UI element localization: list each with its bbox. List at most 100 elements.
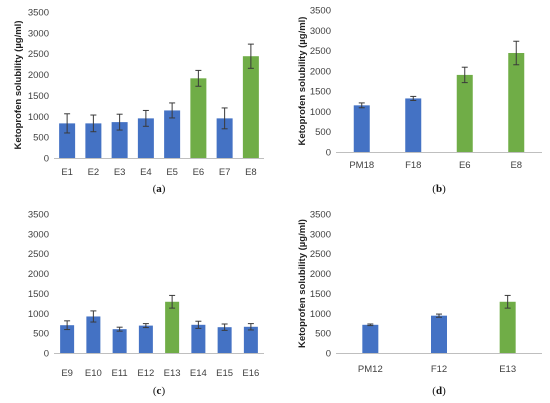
panel-label-open: ( — [432, 385, 436, 397]
x-tick-label: E8 — [245, 167, 257, 178]
x-tick-label: PM18 — [349, 160, 374, 171]
y-tick-label: 1500 — [28, 289, 49, 300]
x-tick-label: E13 — [499, 364, 516, 375]
panel-label-letter: a — [156, 183, 162, 195]
bar — [59, 123, 76, 158]
bar — [217, 327, 232, 353]
y-tick-label: 0 — [326, 349, 331, 360]
panel-label: (b) — [432, 183, 446, 195]
y-tick-label: 0 — [326, 148, 331, 159]
x-tick-label: E13 — [164, 368, 181, 379]
x-tick-label: E9 — [61, 368, 73, 379]
bar — [165, 301, 180, 353]
panel-label-open: ( — [153, 385, 157, 397]
y-tick-label: 2000 — [310, 66, 331, 77]
y-tick-label: 1500 — [28, 91, 49, 102]
y-tick-label: 1000 — [28, 112, 49, 123]
y-tick-label: 2000 — [28, 269, 49, 280]
bar — [111, 122, 128, 158]
bar — [508, 53, 525, 152]
x-tick-label: E3 — [114, 167, 126, 178]
x-tick-label: E7 — [219, 167, 231, 178]
x-tick-label: E14 — [190, 368, 207, 379]
bar — [242, 56, 259, 158]
panel-label: (c) — [153, 385, 166, 397]
bar — [456, 74, 473, 152]
bar — [164, 110, 181, 158]
y-tick-label: 3000 — [310, 26, 331, 37]
x-tick-label: E6 — [459, 160, 471, 171]
chart-panel-a: 0 500 1000 1500 2000 2500 3000 3500 Ketoprofen s… — [13, 8, 264, 195]
y-axis-label: Ketoprofen solubility (µg/ml) — [297, 17, 308, 146]
y-axis-label: Ketoprofen solubility (µg/ml) — [13, 21, 24, 150]
panel-label-letter: c — [157, 385, 162, 397]
bar — [85, 123, 102, 158]
panel-label-close: ) — [442, 183, 446, 195]
y-tick-label: 0 — [44, 349, 49, 360]
bar — [362, 324, 379, 353]
x-tick-label: E12 — [137, 368, 154, 379]
x-tick-label: E5 — [166, 167, 178, 178]
bar — [137, 118, 154, 158]
y-tick-label: 2000 — [28, 70, 49, 81]
panel-label-open: ( — [153, 183, 157, 195]
y-tick-label: 1500 — [310, 87, 331, 98]
bar — [243, 326, 258, 353]
y-tick-label: 2500 — [310, 249, 331, 260]
y-tick-label: 500 — [315, 127, 331, 138]
y-tick-label: 1000 — [310, 107, 331, 118]
x-tick-label: E4 — [140, 167, 152, 178]
y-tick-label: 3500 — [310, 210, 331, 221]
y-tick-label: 3000 — [28, 28, 49, 39]
bar — [216, 118, 233, 158]
y-tick-label: 1000 — [310, 309, 331, 320]
bar — [499, 301, 516, 353]
chart-panel-c: 0 500 1000 1500 2000 2500 3000 3500 E9 E10 E11 E12 E… — [28, 210, 264, 397]
y-tick-label: 2500 — [310, 46, 331, 57]
x-tick-label: F12 — [431, 364, 447, 375]
y-tick-label: 0 — [44, 154, 49, 165]
x-tick-label: PM12 — [358, 364, 383, 375]
y-tick-label: 500 — [33, 329, 49, 340]
bar — [190, 78, 207, 158]
y-axis-label: Ketoprofen solubility (µg/ml) — [297, 219, 308, 348]
bar — [138, 325, 153, 353]
y-tick-label: 3000 — [28, 229, 49, 240]
panel-label-letter: b — [436, 183, 442, 195]
x-tick-label: E6 — [193, 167, 205, 178]
x-tick-label: E15 — [216, 368, 233, 379]
panel-label: (d) — [432, 385, 446, 397]
bar — [86, 316, 101, 353]
bar — [60, 325, 75, 353]
bar — [353, 105, 370, 152]
panel-label-open: ( — [432, 183, 436, 195]
y-tick-label: 500 — [315, 329, 331, 340]
y-tick-label: 3000 — [310, 229, 331, 240]
y-tick-label: 3500 — [310, 6, 331, 17]
y-tick-label: 1000 — [28, 309, 49, 320]
bar — [405, 98, 422, 152]
x-tick-label: E8 — [510, 160, 522, 171]
panel-label-close: ) — [161, 385, 165, 397]
panel-label-close: ) — [162, 183, 166, 195]
y-tick-label: 2000 — [310, 269, 331, 280]
x-tick-label: F18 — [405, 160, 421, 171]
y-tick-label: 500 — [33, 133, 49, 144]
panel-label-close: ) — [442, 385, 446, 397]
y-tick-label: 2500 — [28, 249, 49, 260]
x-tick-label: E2 — [88, 167, 100, 178]
y-tick-label: 2500 — [28, 49, 49, 60]
bar — [191, 324, 206, 353]
y-tick-label: 1500 — [310, 289, 331, 300]
panel-label-letter: d — [436, 385, 442, 397]
x-tick-label: E16 — [242, 368, 259, 379]
x-tick-label: E1 — [61, 167, 73, 178]
panel-label: (a) — [153, 183, 166, 195]
x-tick-label: E10 — [85, 368, 102, 379]
bar — [112, 329, 127, 353]
x-tick-label: E11 — [112, 368, 128, 379]
y-tick-label: 3500 — [28, 210, 49, 221]
